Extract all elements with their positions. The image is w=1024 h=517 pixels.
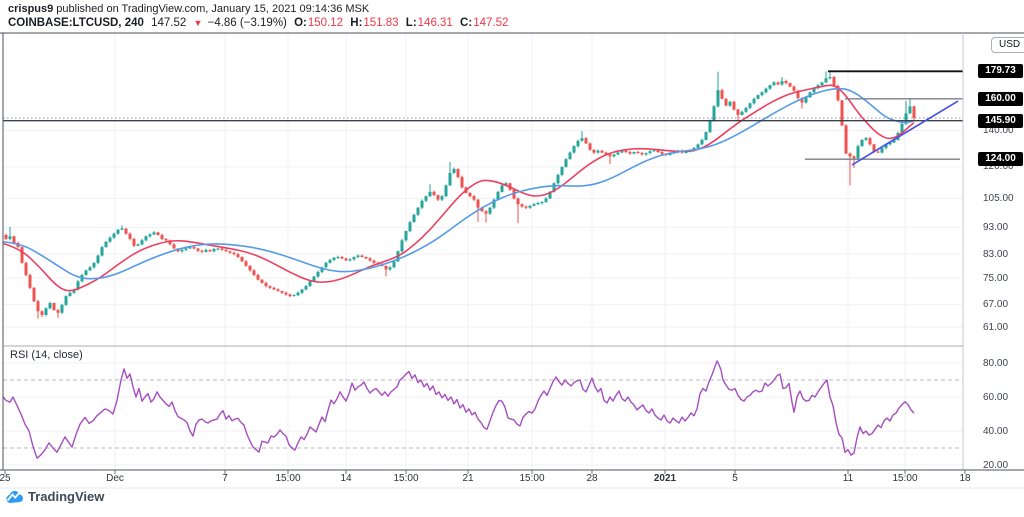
username: crispus9 [8, 3, 54, 15]
price-tick-label: 93.00 [983, 221, 1009, 233]
currency-axis-button[interactable]: USD [991, 37, 1024, 53]
symbol-name: COINBASE:LTCUSD, 240 [8, 17, 144, 29]
price-level-label: 124.00 [978, 152, 1023, 167]
price-level-label: 160.00 [978, 91, 1023, 106]
price-tick-label: 83.00 [983, 248, 1009, 260]
price-change: −4.86 (−3.19%) [207, 17, 287, 29]
rsi-tick-label: 80.00 [983, 357, 1009, 369]
price-tick-label: 67.00 [983, 299, 1009, 311]
tradingview-logo[interactable]: TradingView [5, 489, 104, 504]
price-tick-label: 75.00 [983, 272, 1009, 284]
time-axis-label: Dec [106, 473, 124, 484]
low-label: L: [405, 17, 417, 29]
high-label: H: [350, 17, 363, 29]
down-triangle-icon: ▼ [193, 18, 203, 28]
symbol-info-row: COINBASE:LTCUSD, 240 147.52 ▼ −4.86 (−3.… [8, 17, 512, 29]
time-axis-label: 5 [732, 473, 738, 484]
tradingview-cloud-icon [6, 490, 24, 503]
time-axis-label: 25 [0, 473, 11, 484]
price-level-label: 145.90 [978, 113, 1023, 128]
time-axis-label: 18 [959, 473, 971, 484]
low-value: 146.31 [417, 17, 453, 29]
grid [3, 33, 963, 470]
open-label: O: [294, 17, 307, 29]
price-level-lines[interactable] [3, 70, 963, 160]
ma-slow-line [3, 87, 915, 280]
last-price: 147.52 [151, 17, 187, 29]
publish-text: published on TradingView.com, January 15… [53, 3, 370, 15]
time-axis-label: 15:00 [519, 473, 545, 484]
ma-fast-line [3, 84, 915, 292]
time-axis-label: 15:00 [393, 473, 419, 484]
time-axis-label: 14 [340, 473, 352, 484]
price-tick-label: 105.00 [983, 193, 1014, 204]
time-axis-label: 11 [842, 473, 854, 484]
rsi-indicator-label[interactable]: RSI (14, close) [10, 349, 83, 361]
high-value: 151.83 [363, 17, 399, 29]
logo-text: TradingView [28, 489, 105, 504]
rsi-tick-label: 60.00 [983, 391, 1009, 403]
close-value: 147.52 [473, 17, 509, 29]
rsi-tick-label: 20.00 [983, 459, 1009, 471]
time-axis-label: 7 [222, 473, 228, 484]
time-axis-label: 28 [586, 473, 598, 484]
price-tick-label: 61.00 [983, 321, 1009, 333]
price-tick-label: 120.00 [983, 161, 1014, 173]
time-axis-label: 21 [462, 473, 474, 484]
time-axis-label: 15:00 [275, 473, 301, 484]
price-level-label: 179.73 [978, 64, 1023, 79]
open-value: 150.12 [307, 17, 344, 29]
chart-frame [0, 32, 1024, 489]
candlestick-series [3, 70, 916, 319]
rsi-tick-label: 40.00 [983, 425, 1009, 437]
time-axis-label: 2021 [653, 473, 677, 484]
time-axis-label: 15:00 [892, 473, 918, 484]
trendline[interactable] [851, 100, 959, 166]
publish-info: crispus9 published on TradingView.com, J… [8, 3, 369, 15]
rsi-line [3, 360, 915, 459]
price-tick-label: 140.00 [983, 124, 1014, 136]
close-label: C: [460, 17, 473, 29]
